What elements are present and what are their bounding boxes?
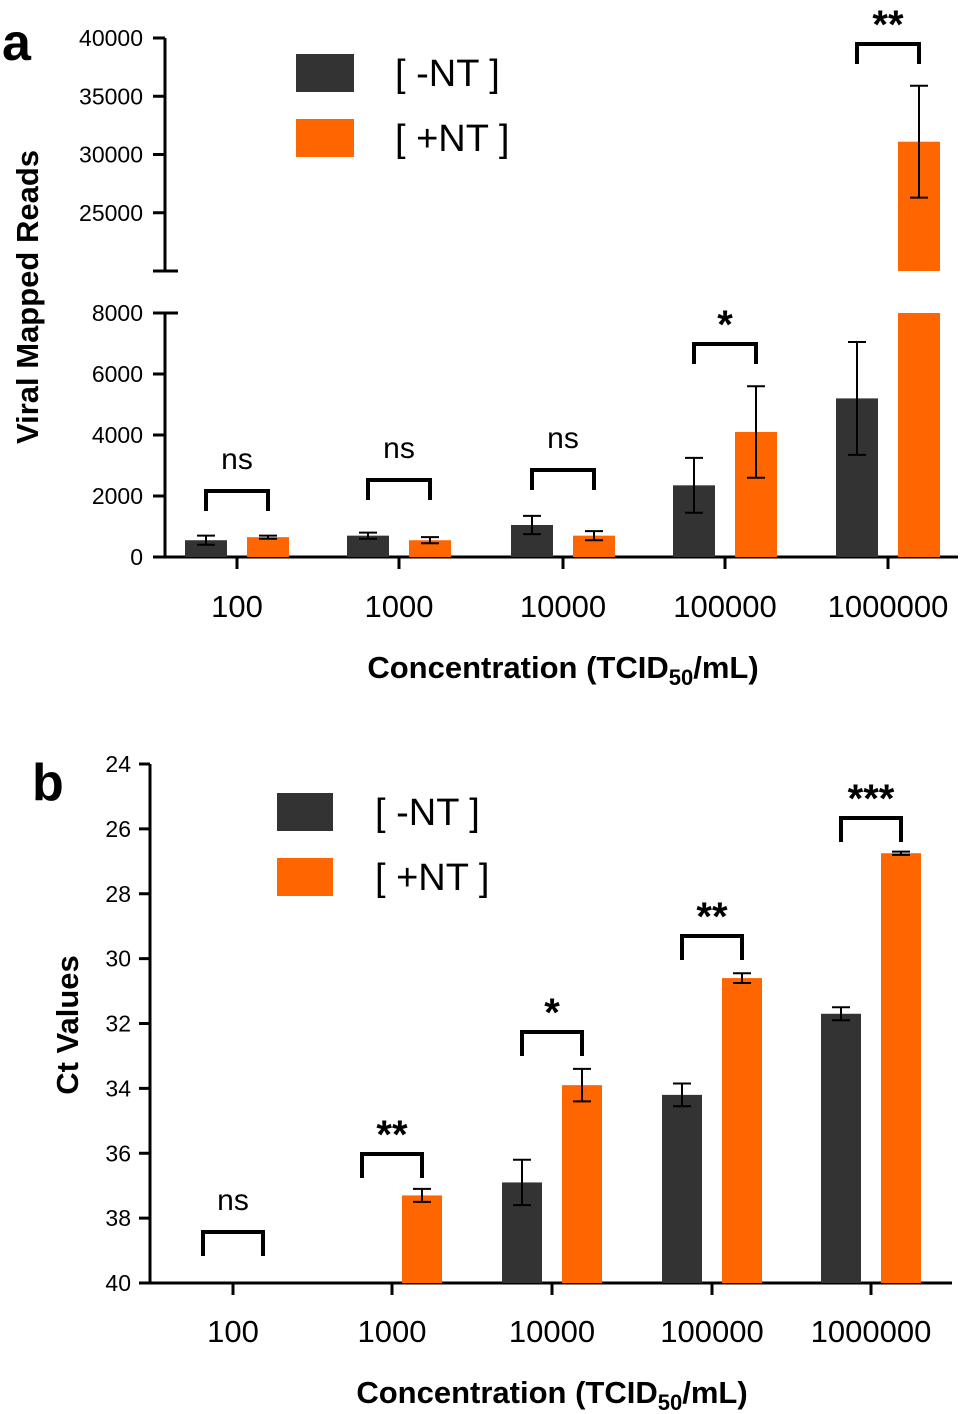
x-tick-label: 10000	[509, 1314, 595, 1349]
y-tick-label: 0	[130, 544, 143, 570]
bar	[402, 1195, 442, 1283]
panel-b-y-axis-title: Ct Values	[50, 955, 85, 1095]
y-tick-label: 6000	[92, 361, 143, 387]
panel-b-label: b	[32, 754, 64, 812]
y-tick-label: 35000	[79, 83, 143, 109]
significance-bracket	[680, 934, 744, 960]
bar	[573, 535, 615, 557]
significance-label: ns	[221, 443, 253, 476]
panel-a-x-axis-title: Concentration (TCID50/mL)	[367, 650, 758, 690]
bar	[347, 535, 389, 557]
panel-b-x-axis-title: Concentration (TCID50/mL)	[356, 1375, 747, 1414]
legend-swatch	[296, 54, 354, 92]
x-tick-label: 100000	[660, 1314, 763, 1349]
y-tick-label: 28	[105, 881, 131, 907]
panel-a-axes: 0 2000 4000 6000 8000 25000 30000 35000 40000 100…	[79, 25, 958, 624]
x-tick-label: 1000000	[811, 1314, 932, 1349]
y-tick-label: 32	[105, 1011, 131, 1037]
panel-a: a 0 2000 4000 6000 8000 25000 30000 35000 40000 1…	[2, 3, 958, 690]
x-tick-label: 10000	[520, 589, 606, 624]
legend-label: [ +NT ]	[375, 857, 489, 899]
panel-b-axes: 24 26 28 30 32 34 36 38 40 100 1000 10000 100000 1000…	[105, 751, 952, 1349]
bar	[409, 540, 451, 557]
legend-label: [ -NT ]	[395, 53, 500, 95]
significance-bracket	[360, 1152, 424, 1178]
bar	[821, 1013, 861, 1283]
significance-label: *	[717, 303, 733, 347]
x-tick-label: 100	[211, 589, 263, 624]
bar	[247, 537, 289, 557]
significance-label: ***	[848, 777, 895, 821]
bar	[881, 853, 921, 1283]
x-tick-label: 1000000	[828, 589, 949, 624]
panel-b-significance: ns********	[201, 777, 903, 1256]
y-tick-label: 30	[105, 946, 131, 972]
legend-label: [ -NT ]	[375, 792, 480, 834]
panel-a-y-axis-title: Viral Mapped Reads	[10, 150, 45, 444]
significance-label: *	[544, 991, 560, 1035]
significance-bracket	[520, 1030, 584, 1056]
y-tick-label: 4000	[92, 422, 143, 448]
bar	[185, 540, 227, 557]
significance-label: **	[872, 3, 904, 47]
x-tick-label: 100000	[673, 589, 776, 624]
y-tick-label: 30000	[79, 142, 143, 168]
bar	[722, 978, 762, 1283]
x-tick-label: 1000	[365, 589, 434, 624]
y-tick-label: 2000	[92, 483, 143, 509]
significance-label: ns	[217, 1184, 249, 1217]
legend-swatch	[277, 793, 333, 831]
significance-bracket	[204, 489, 270, 511]
significance-bracket	[201, 1230, 265, 1256]
legend-swatch	[296, 119, 354, 157]
significance-bracket	[839, 816, 903, 842]
panel-a-significance: ns ns ns***	[204, 3, 921, 511]
significance-label: **	[376, 1113, 408, 1157]
legend-label: [ +NT ]	[395, 118, 509, 160]
y-tick-label: 24	[105, 751, 131, 777]
y-tick-label: 38	[105, 1205, 131, 1231]
panel-b: b 24 26 28 30 32 34 36 38 40 100 1000 10000 100000 10…	[32, 751, 952, 1414]
significance-bracket	[855, 42, 921, 64]
y-tick-label: 40	[105, 1270, 131, 1296]
panel-b-legend: [ -NT ] [ +NT ]	[277, 792, 489, 899]
significance-bracket	[530, 468, 596, 490]
panel-a-label: a	[2, 14, 32, 72]
panel-a-legend: [ -NT ] [ +NT ]	[296, 53, 509, 160]
bar	[562, 1085, 602, 1283]
significance-label: ns	[547, 422, 579, 455]
significance-label: **	[696, 895, 728, 939]
y-tick-label: 26	[105, 816, 131, 842]
y-tick-label: 36	[105, 1140, 131, 1166]
y-tick-label: 8000	[92, 300, 143, 326]
significance-label: ns	[383, 432, 415, 465]
panel-b-bars	[402, 850, 921, 1283]
y-tick-label: 25000	[79, 200, 143, 226]
y-tick-label: 40000	[79, 25, 143, 51]
x-tick-label: 1000	[358, 1314, 427, 1349]
bar	[662, 1094, 702, 1283]
significance-bracket	[366, 478, 432, 500]
legend-swatch	[277, 858, 333, 896]
significance-bracket	[692, 342, 758, 364]
bar	[898, 313, 940, 557]
x-tick-label: 100	[207, 1314, 259, 1349]
y-tick-label: 34	[105, 1075, 131, 1101]
panel-a-bars	[185, 84, 940, 557]
